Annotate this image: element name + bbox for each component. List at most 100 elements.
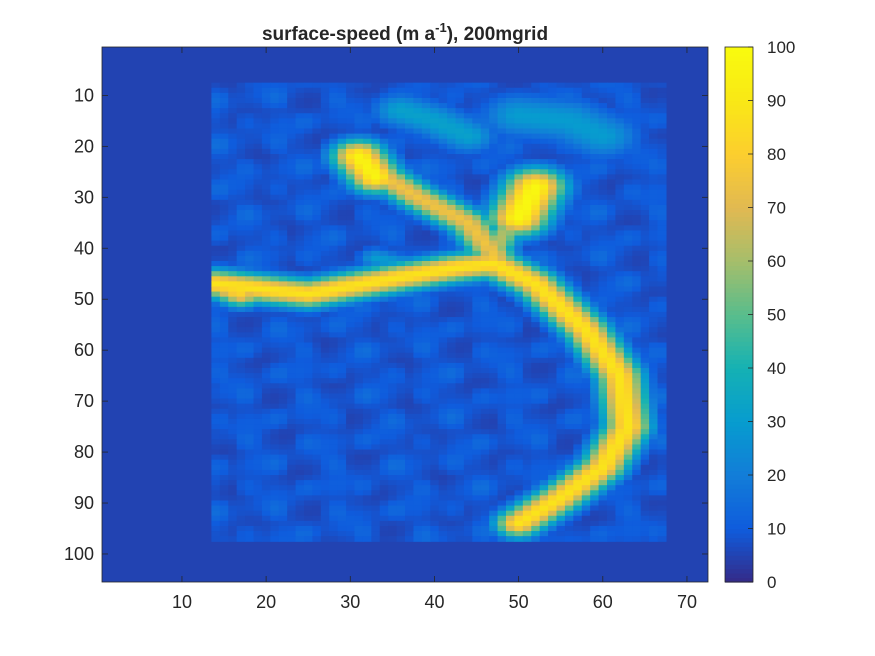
- heatmap-cell: [421, 464, 431, 471]
- heatmap-cell: [337, 398, 347, 405]
- heatmap-cell: [413, 235, 423, 242]
- heatmap-cell: [573, 97, 583, 104]
- heatmap-cell: [346, 311, 356, 318]
- heatmap-cell: [329, 347, 339, 354]
- heatmap-cell: [346, 362, 356, 369]
- heatmap-cell: [598, 490, 608, 496]
- heatmap-cell: [632, 255, 642, 262]
- heatmap-cell: [480, 469, 490, 476]
- heatmap-cell: [405, 378, 415, 384]
- heatmap-cell: [388, 485, 398, 491]
- heatmap-cell: [379, 424, 389, 430]
- heatmap-cell: [337, 520, 347, 527]
- heatmap-cell: [278, 322, 288, 328]
- heatmap-cell: [480, 429, 490, 435]
- heatmap-cell: [438, 184, 448, 191]
- heatmap-cell: [590, 215, 600, 221]
- heatmap-cell: [548, 261, 558, 267]
- heatmap-cell: [548, 464, 558, 471]
- heatmap-cell: [329, 204, 339, 211]
- heatmap-cell: [295, 261, 305, 267]
- heatmap-cell: [522, 123, 532, 130]
- heatmap-cell: [261, 327, 271, 333]
- heatmap-cell: [463, 520, 473, 527]
- heatmap-cell: [362, 220, 372, 226]
- heatmap-cell: [396, 531, 406, 537]
- heatmap-cell: [447, 444, 457, 451]
- heatmap-cell: [514, 317, 524, 323]
- heatmap-cell: [590, 128, 600, 135]
- heatmap-cell: [590, 179, 600, 186]
- heatmap-cell: [581, 495, 591, 502]
- heatmap-cell: [522, 444, 532, 451]
- heatmap-cell: [245, 368, 255, 374]
- heatmap-cell: [304, 291, 314, 298]
- heatmap-cell: [447, 475, 457, 481]
- heatmap-cell: [396, 271, 406, 277]
- colorbar-segment: [725, 274, 753, 280]
- heatmap-cell: [211, 97, 221, 104]
- heatmap-cell: [312, 128, 322, 135]
- heatmap-cell: [640, 505, 650, 512]
- heatmap-cell: [489, 301, 499, 308]
- heatmap-cell: [379, 215, 389, 221]
- heatmap-cell: [211, 276, 221, 282]
- heatmap-cell: [405, 143, 415, 150]
- heatmap-cell: [278, 342, 288, 349]
- heatmap-cell: [329, 255, 339, 262]
- heatmap-cell: [598, 373, 608, 379]
- heatmap-cell: [590, 327, 600, 333]
- heatmap-cell: [615, 393, 625, 400]
- heatmap-cell: [329, 143, 339, 150]
- heatmap-cell: [463, 362, 473, 369]
- heatmap-cell: [531, 424, 541, 430]
- heatmap-cell: [337, 378, 347, 384]
- heatmap-cell: [346, 368, 356, 374]
- heatmap-cell: [598, 108, 608, 114]
- heatmap-cell: [295, 306, 305, 313]
- heatmap-cell: [480, 133, 490, 140]
- heatmap-cell: [245, 118, 255, 125]
- heatmap-cell: [362, 459, 372, 466]
- heatmap-cell: [354, 317, 364, 323]
- heatmap-cell: [598, 475, 608, 481]
- heatmap-cell: [261, 342, 271, 349]
- heatmap-cell: [657, 255, 667, 262]
- heatmap-cell: [548, 210, 558, 216]
- heatmap-cell: [573, 103, 583, 109]
- colorbar-segment: [725, 269, 753, 275]
- y-tick-label: 50: [74, 289, 94, 309]
- heatmap-cell: [556, 434, 566, 440]
- heatmap-cell: [640, 128, 650, 135]
- heatmap-cell: [430, 143, 440, 150]
- heatmap-cell: [253, 373, 263, 379]
- heatmap-cell: [506, 97, 516, 104]
- heatmap-cell: [396, 362, 406, 369]
- heatmap-cell: [346, 337, 356, 344]
- heatmap-cell: [379, 357, 389, 364]
- heatmap-cell: [489, 164, 499, 170]
- heatmap-cell: [421, 322, 431, 328]
- heatmap-cell: [211, 475, 221, 481]
- heatmap-cell: [388, 459, 398, 466]
- heatmap-cell: [388, 362, 398, 369]
- heatmap-cell: [573, 337, 583, 344]
- heatmap-cell: [564, 164, 574, 170]
- heatmap-cell: [447, 408, 457, 415]
- heatmap-cell: [531, 245, 541, 252]
- heatmap-cell: [320, 464, 330, 471]
- heatmap-cell: [539, 225, 549, 232]
- heatmap-cell: [329, 220, 339, 226]
- heatmap-cell: [430, 301, 440, 308]
- heatmap-cell: [447, 154, 457, 160]
- heatmap-cell: [421, 459, 431, 466]
- heatmap-cell: [421, 398, 431, 405]
- heatmap-cell: [438, 174, 448, 181]
- heatmap-cell: [657, 82, 667, 89]
- heatmap-cell: [287, 215, 297, 221]
- heatmap-cell: [337, 459, 347, 466]
- heatmap-cell: [295, 235, 305, 242]
- heatmap-cell: [649, 255, 659, 262]
- heatmap-cell: [556, 281, 566, 288]
- heatmap-cell: [573, 403, 583, 410]
